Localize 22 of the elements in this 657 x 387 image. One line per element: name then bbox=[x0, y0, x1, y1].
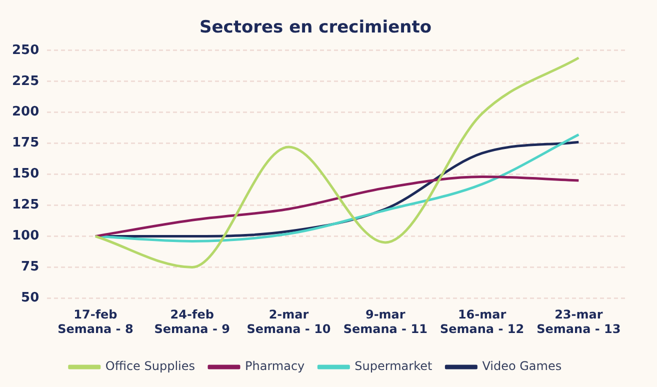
legend-label: Pharmacy bbox=[245, 359, 305, 374]
legend-label: Supermarket bbox=[354, 359, 432, 374]
legend-label: Video Games bbox=[482, 359, 562, 374]
y-tick-label: 150 bbox=[12, 166, 40, 182]
y-tick-label: 75 bbox=[21, 260, 40, 275]
y-tick-label: 125 bbox=[12, 198, 40, 213]
x-tick-label: 24-feb Semana - 9 bbox=[154, 308, 230, 336]
x-tick-label: 23-mar Semana - 13 bbox=[536, 308, 621, 336]
y-tick-label: 225 bbox=[12, 74, 40, 89]
chart-title: Sectores en crecimiento bbox=[199, 18, 432, 38]
x-tick-label: 2-mar Semana - 10 bbox=[246, 308, 331, 336]
x-tick-label: 17-feb Semana - 8 bbox=[58, 308, 134, 336]
y-tick-label: 175 bbox=[12, 136, 40, 151]
y-tick-label: 250 bbox=[12, 42, 40, 58]
x-tick-label: 16-mar Semana - 12 bbox=[440, 308, 524, 336]
y-tick-label: 100 bbox=[12, 228, 40, 244]
legend-label: Office Supplies bbox=[105, 359, 196, 374]
line-series bbox=[94, 176, 580, 238]
x-tick-label: 9-mar Semana - 11 bbox=[343, 308, 428, 336]
y-tick-label: 50 bbox=[21, 290, 40, 306]
y-tick-label: 200 bbox=[12, 104, 40, 120]
line-series bbox=[94, 56, 580, 268]
